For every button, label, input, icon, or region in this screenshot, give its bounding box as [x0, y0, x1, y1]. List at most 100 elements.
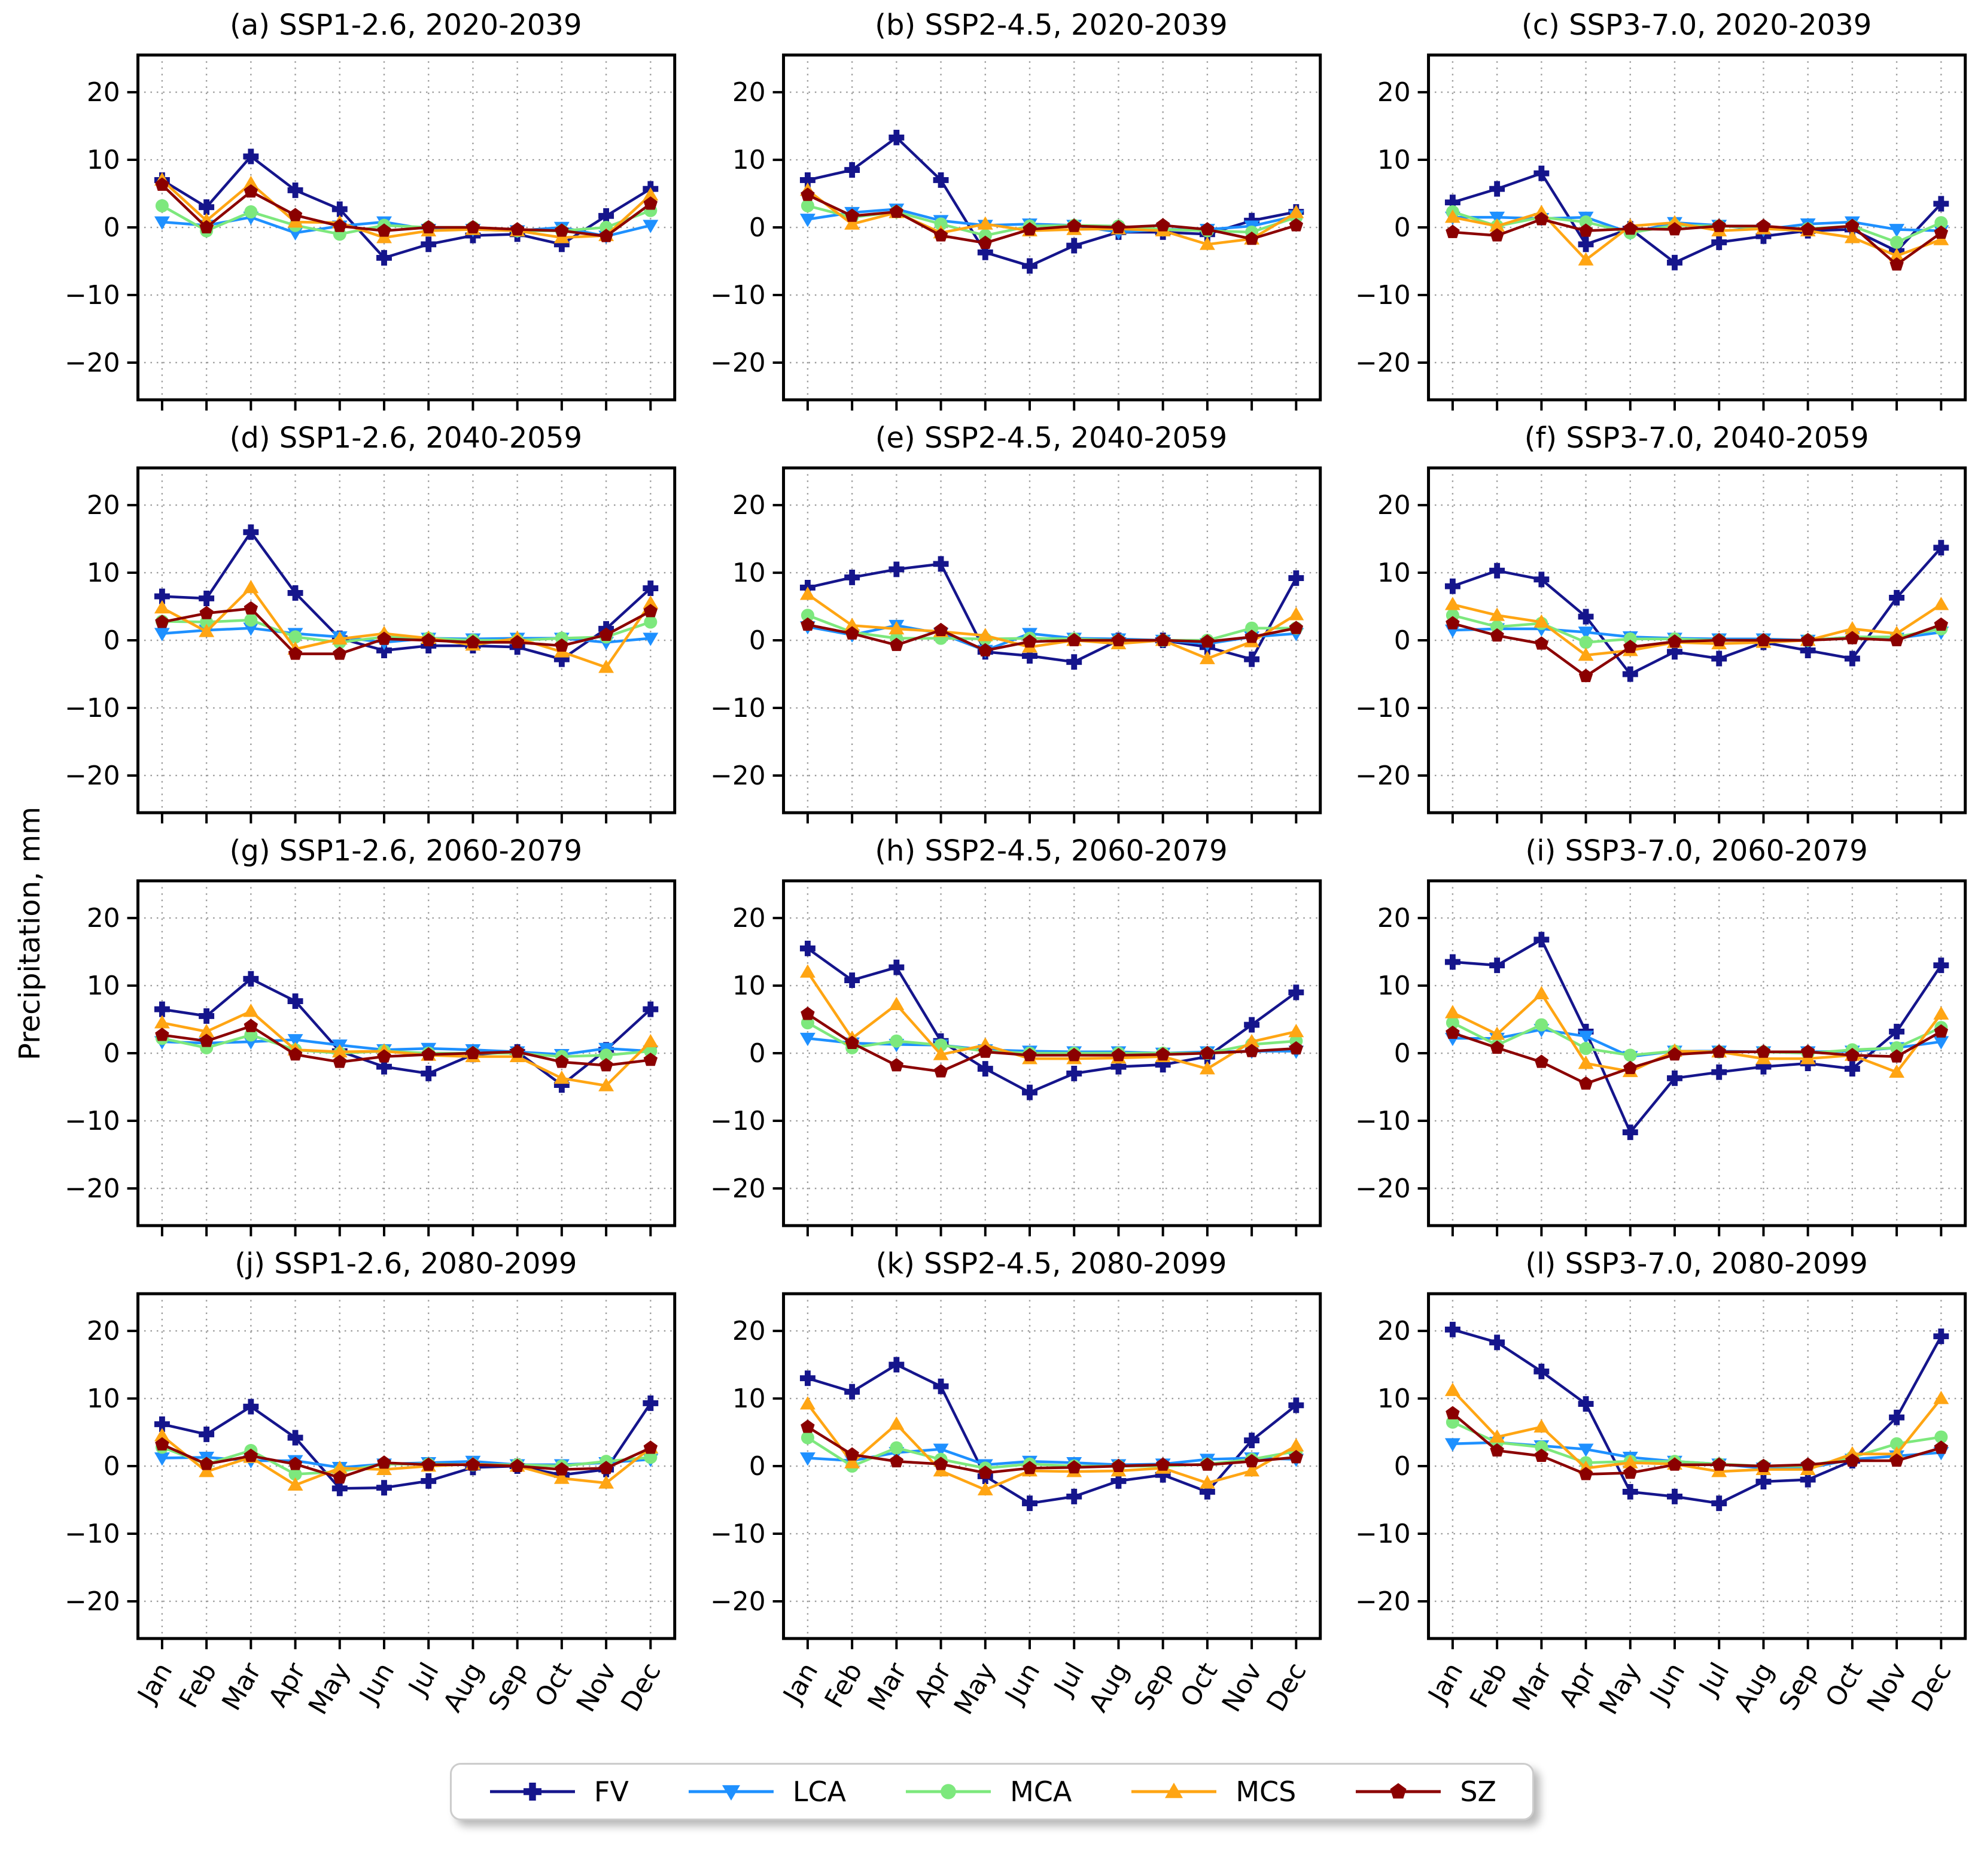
- svg-text:−10: −10: [1355, 693, 1411, 723]
- svg-text:−10: −10: [1355, 280, 1411, 311]
- svg-text:10: 10: [732, 558, 765, 588]
- panel-title-l: (l) SSP3-7.0, 2080-2099: [1525, 1247, 1868, 1281]
- svg-text:10: 10: [732, 971, 765, 1001]
- svg-text:Aug: Aug: [437, 1658, 489, 1717]
- svg-text:0: 0: [104, 625, 120, 656]
- svg-text:Jun: Jun: [353, 1658, 401, 1710]
- svg-text:10: 10: [1377, 145, 1411, 175]
- svg-text:−10: −10: [710, 1519, 766, 1549]
- svg-text:−10: −10: [65, 1106, 120, 1136]
- svg-text:Jan: Jan: [777, 1658, 824, 1710]
- legend-label-sz: SZ: [1460, 1775, 1497, 1808]
- panel-d: (d) SSP1-2.6, 2040-2059 20 10 0 −10 −20: [51, 416, 683, 829]
- svg-text:Mar: Mar: [216, 1657, 267, 1716]
- svg-text:10: 10: [87, 558, 120, 588]
- fv-line-marker-icon: [489, 1783, 575, 1801]
- svg-text:Nov: Nov: [571, 1658, 623, 1717]
- svg-text:−20: −20: [65, 761, 120, 791]
- panel-a: (a) SSP1-2.6, 2020-2039 20 10 0 −10 −20: [51, 4, 683, 416]
- svg-text:−10: −10: [710, 280, 766, 311]
- svg-text:Nov: Nov: [1216, 1658, 1268, 1717]
- svg-text:20: 20: [1377, 1316, 1411, 1346]
- svg-text:0: 0: [748, 1451, 765, 1482]
- svg-text:May: May: [303, 1658, 357, 1720]
- sz-line-marker-icon: [1356, 1783, 1441, 1799]
- panel-b: (b) SSP2-4.5, 2020-2039 20 10 0 −10 −20: [697, 4, 1328, 416]
- svg-text:10: 10: [87, 971, 120, 1001]
- svg-text:0: 0: [748, 212, 765, 243]
- svg-text:10: 10: [87, 1384, 120, 1414]
- svg-text:Oct: Oct: [1820, 1658, 1869, 1712]
- svg-text:Dec: Dec: [1906, 1658, 1958, 1717]
- panel-f: (f) SSP3-7.0, 2040-2059 20 10 0 −10 −20: [1342, 416, 1973, 829]
- legend-entry-mca: MCA: [903, 1775, 1072, 1808]
- svg-text:May: May: [1593, 1658, 1647, 1720]
- svg-text:10: 10: [1377, 971, 1411, 1001]
- svg-text:20: 20: [87, 77, 120, 108]
- panel-h: (h) SSP2-4.5, 2060-2079 20 10 0 −10 −20: [697, 829, 1328, 1242]
- svg-text:Aug: Aug: [1728, 1658, 1780, 1717]
- svg-text:20: 20: [732, 490, 765, 521]
- svg-text:−20: −20: [1355, 1173, 1411, 1204]
- panel-title-c: (c) SSP3-7.0, 2020-2039: [1521, 8, 1872, 42]
- svg-text:20: 20: [87, 490, 120, 521]
- svg-text:Jul: Jul: [1693, 1658, 1736, 1702]
- svg-text:−20: −20: [1355, 348, 1411, 378]
- svg-text:20: 20: [1377, 490, 1411, 521]
- svg-text:20: 20: [1377, 903, 1411, 934]
- chart-i: 20 10 0 −10 −20: [1355, 879, 1967, 1237]
- svg-text:−10: −10: [65, 1519, 120, 1549]
- panel-title-k: (k) SSP2-4.5, 2080-2099: [875, 1247, 1227, 1281]
- svg-text:Oct: Oct: [1174, 1658, 1224, 1712]
- svg-text:10: 10: [1377, 558, 1411, 588]
- chart-g: 20 10 0 −10 −20: [65, 879, 677, 1237]
- svg-text:20: 20: [732, 1316, 765, 1346]
- svg-text:Sep: Sep: [1773, 1658, 1825, 1716]
- svg-text:0: 0: [104, 212, 120, 243]
- svg-text:Sep: Sep: [1128, 1658, 1179, 1716]
- panel-i: (i) SSP3-7.0, 2060-2079 20 10 0 −10 −20: [1342, 829, 1973, 1242]
- legend-entry-sz: SZ: [1353, 1775, 1496, 1808]
- svg-text:0: 0: [1394, 1451, 1411, 1482]
- panel-title-g: (g) SSP1-2.6, 2060-2079: [229, 834, 583, 868]
- panel-title-d: (d) SSP1-2.6, 2040-2059: [229, 421, 583, 455]
- svg-text:Mar: Mar: [862, 1657, 913, 1716]
- svg-text:−20: −20: [710, 1586, 766, 1617]
- svg-text:−20: −20: [710, 1173, 766, 1204]
- legend-label-mcs: MCS: [1236, 1775, 1297, 1808]
- svg-text:20: 20: [1377, 77, 1411, 108]
- svg-text:10: 10: [87, 145, 120, 175]
- svg-text:−20: −20: [65, 348, 120, 378]
- chart-d: 20 10 0 −10 −20: [65, 466, 677, 824]
- legend-box: FV LCA MCA MCS SZ: [449, 1763, 1535, 1820]
- legend-entry-lca: LCA: [686, 1775, 846, 1808]
- svg-text:0: 0: [104, 1451, 120, 1482]
- svg-text:Jul: Jul: [1047, 1658, 1090, 1702]
- panel-title-b: (b) SSP2-4.5, 2020-2039: [875, 8, 1228, 42]
- legend-label-mca: MCA: [1010, 1775, 1072, 1808]
- legend: FV LCA MCA MCS SZ: [0, 1763, 1984, 1820]
- svg-text:0: 0: [1394, 625, 1411, 656]
- panels-grid: (a) SSP1-2.6, 2020-2039 20 10 0 −10 −20 (b) …: [51, 4, 1973, 1751]
- svg-text:Mar: Mar: [1507, 1657, 1559, 1716]
- svg-text:−10: −10: [1355, 1519, 1411, 1549]
- panel-title-i: (i) SSP3-7.0, 2060-2079: [1525, 834, 1868, 868]
- panel-k: (k) SSP2-4.5, 2080-2099 20 10 0 −10 −20 Jan Fe…: [697, 1242, 1328, 1751]
- svg-text:Feb: Feb: [174, 1658, 223, 1713]
- svg-text:−20: −20: [1355, 761, 1411, 791]
- panel-title-j: (j) SSP1-2.6, 2080-2099: [235, 1247, 577, 1281]
- chart-h: 20 10 0 −10 −20: [710, 879, 1322, 1237]
- svg-text:Feb: Feb: [1464, 1658, 1514, 1713]
- svg-text:0: 0: [748, 1038, 765, 1069]
- svg-text:−10: −10: [65, 280, 120, 311]
- svg-text:Jun: Jun: [1644, 1658, 1691, 1710]
- svg-text:Dec: Dec: [615, 1658, 667, 1717]
- svg-text:0: 0: [748, 625, 765, 656]
- panel-l: (l) SSP3-7.0, 2080-2099 20 10 0 −10 −20 Jan Fe…: [1342, 1242, 1973, 1751]
- svg-text:20: 20: [87, 903, 120, 934]
- panel-title-e: (e) SSP2-4.5, 2040-2059: [875, 421, 1228, 455]
- chart-f: 20 10 0 −10 −20: [1355, 466, 1967, 824]
- svg-text:−10: −10: [710, 1106, 766, 1136]
- svg-text:Dec: Dec: [1261, 1658, 1313, 1717]
